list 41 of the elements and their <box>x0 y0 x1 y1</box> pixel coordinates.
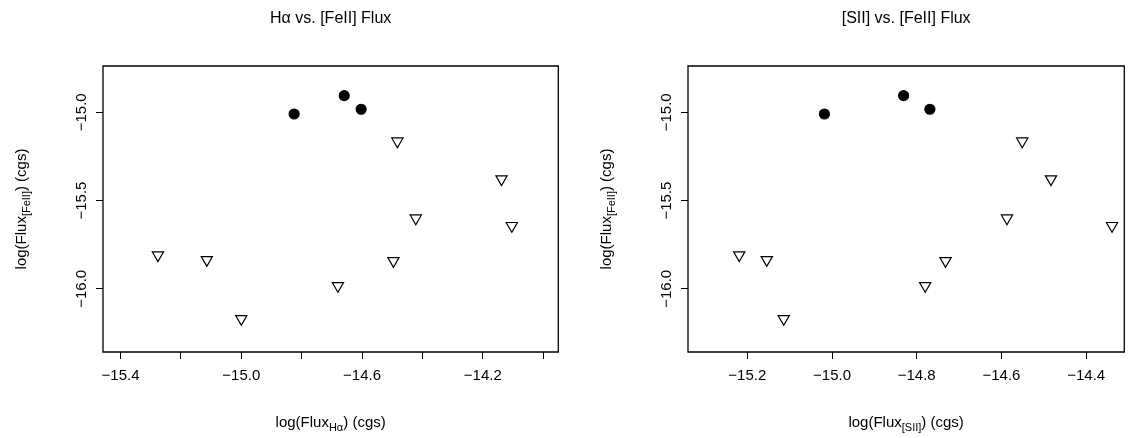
y-tick-label: −15.0 <box>71 93 89 132</box>
x-tick-label: −15.4 <box>101 365 140 383</box>
point <box>1044 175 1058 187</box>
point <box>924 103 936 115</box>
x-tick-label: −15.0 <box>813 365 852 383</box>
x-tick-label: −14.6 <box>982 365 1021 383</box>
y-tick-label: −15.5 <box>71 181 89 220</box>
x-tick-label: −14.2 <box>463 365 502 383</box>
point <box>777 314 790 326</box>
x-tick-label: −15.2 <box>728 365 767 383</box>
point <box>355 103 367 115</box>
point <box>409 214 423 226</box>
x-tick-label: −14.4 <box>1067 365 1106 383</box>
point <box>331 281 345 293</box>
point <box>495 175 508 187</box>
chart-title: [SII] vs. [FeII] Flux <box>841 9 971 27</box>
y-tick-label: −15.0 <box>656 93 674 132</box>
chart-title: Hα vs. [FeII] Flux <box>270 9 392 27</box>
point <box>733 251 746 263</box>
point <box>1000 214 1014 226</box>
point <box>939 257 952 268</box>
point <box>338 90 350 102</box>
x-tick-label: −14.6 <box>343 365 382 383</box>
x-tick-label: −14.8 <box>897 365 936 383</box>
point <box>391 137 404 149</box>
point <box>760 255 774 267</box>
point <box>1105 221 1119 233</box>
point <box>288 108 300 120</box>
point <box>151 251 165 263</box>
y-tick-label: −16.0 <box>656 269 674 308</box>
point <box>387 257 400 268</box>
y-tick-label: −15.5 <box>656 181 674 220</box>
point <box>918 281 932 293</box>
x-tick-label: −15.0 <box>222 365 261 383</box>
point <box>818 108 830 120</box>
point <box>898 90 910 102</box>
point <box>200 255 214 267</box>
point <box>505 221 519 233</box>
point <box>1015 137 1029 149</box>
y-tick-label: −16.0 <box>71 269 89 308</box>
point <box>235 314 248 326</box>
